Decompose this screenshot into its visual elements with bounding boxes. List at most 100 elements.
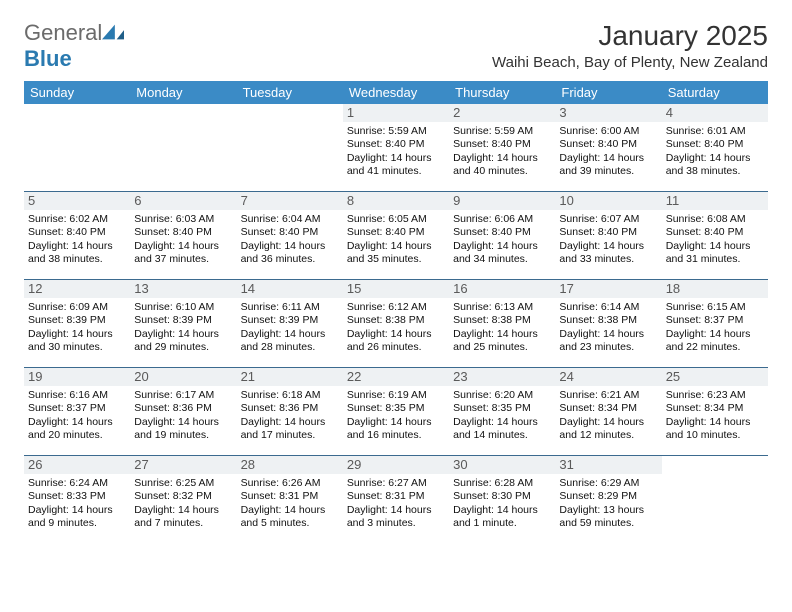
month-title: January 2025 <box>492 20 768 52</box>
daylight-line: Daylight: 14 hours and 3 minutes. <box>347 504 445 530</box>
sunrise-line: Sunrise: 6:10 AM <box>134 301 232 314</box>
calendar-day-cell: 12Sunrise: 6:09 AMSunset: 8:39 PMDayligh… <box>24 280 130 368</box>
calendar-day-cell: 3Sunrise: 6:00 AMSunset: 8:40 PMDaylight… <box>555 104 661 192</box>
sunset-line: Sunset: 8:40 PM <box>347 138 445 151</box>
calendar-day-cell: 25Sunrise: 6:23 AMSunset: 8:34 PMDayligh… <box>662 368 768 456</box>
daylight-line: Daylight: 14 hours and 40 minutes. <box>453 152 551 178</box>
day-number: 25 <box>662 368 768 386</box>
location-subtitle: Waihi Beach, Bay of Plenty, New Zealand <box>492 54 768 71</box>
sunrise-line: Sunrise: 6:00 AM <box>559 125 657 138</box>
sunset-line: Sunset: 8:31 PM <box>241 490 339 503</box>
sunrise-line: Sunrise: 6:21 AM <box>559 389 657 402</box>
calendar-day-cell: 5 Sunrise: 6:02 AMSunset: 8:40 PMDaylight… <box>24 192 130 280</box>
daylight-line: Daylight: 14 hours and 17 minutes. <box>241 416 339 442</box>
daylight-line: Daylight: 14 hours and 38 minutes. <box>28 240 126 266</box>
calendar-day-cell: 23Sunrise: 6:20 AMSunset: 8:35 PMDayligh… <box>449 368 555 456</box>
calendar-weekday-header: SundayMondayTuesdayWednesdayThursdayFrid… <box>24 81 768 104</box>
brand-part2: Blue <box>24 46 72 71</box>
brand-logo: General Blue <box>24 20 124 72</box>
sunrise-line: Sunrise: 6:07 AM <box>559 213 657 226</box>
daylight-line: Daylight: 14 hours and 33 minutes. <box>559 240 657 266</box>
sunrise-line: Sunrise: 6:02 AM <box>28 213 126 226</box>
daylight-line: Daylight: 14 hours and 1 minute. <box>453 504 551 530</box>
calendar-day-cell: 14Sunrise: 6:11 AMSunset: 8:39 PMDayligh… <box>237 280 343 368</box>
day-number: 27 <box>130 456 236 474</box>
calendar-day-cell: 6Sunrise: 6:03 AMSunset: 8:40 PMDaylight… <box>130 192 236 280</box>
day-number: 16 <box>449 280 555 298</box>
sunset-line: Sunset: 8:40 PM <box>453 226 551 239</box>
sunrise-line: Sunrise: 6:05 AM <box>347 213 445 226</box>
sunset-line: Sunset: 8:31 PM <box>347 490 445 503</box>
sunset-line: Sunset: 8:37 PM <box>666 314 764 327</box>
day-number: 20 <box>130 368 236 386</box>
daylight-line: Daylight: 14 hours and 22 minutes. <box>666 328 764 354</box>
daylight-line: Daylight: 13 hours and 59 minutes. <box>559 504 657 530</box>
header-bar: General Blue January 2025 Waihi Beach, B… <box>24 20 768 77</box>
day-number: 15 <box>343 280 449 298</box>
daylight-line: Daylight: 14 hours and 31 minutes. <box>666 240 764 266</box>
calendar-day-cell: 29Sunrise: 6:27 AMSunset: 8:31 PMDayligh… <box>343 456 449 544</box>
sunrise-line: Sunrise: 6:11 AM <box>241 301 339 314</box>
sunrise-line: Sunrise: 6:01 AM <box>666 125 764 138</box>
calendar-day-cell: 4Sunrise: 6:01 AMSunset: 8:40 PMDaylight… <box>662 104 768 192</box>
day-number: 14 <box>237 280 343 298</box>
sunrise-line: Sunrise: 6:09 AM <box>28 301 126 314</box>
calendar-day-cell: 27Sunrise: 6:25 AMSunset: 8:32 PMDayligh… <box>130 456 236 544</box>
sunrise-line: Sunrise: 6:24 AM <box>28 477 126 490</box>
daylight-line: Daylight: 14 hours and 36 minutes. <box>241 240 339 266</box>
sunset-line: Sunset: 8:38 PM <box>347 314 445 327</box>
weekday-header-cell: Monday <box>130 81 236 104</box>
sunrise-line: Sunrise: 6:23 AM <box>666 389 764 402</box>
sunrise-line: Sunrise: 6:20 AM <box>453 389 551 402</box>
calendar-day-cell: 1Sunrise: 5:59 AMSunset: 8:40 PMDaylight… <box>343 104 449 192</box>
calendar-day-cell: 15Sunrise: 6:12 AMSunset: 8:38 PMDayligh… <box>343 280 449 368</box>
day-number: 6 <box>130 192 236 210</box>
daylight-line: Daylight: 14 hours and 12 minutes. <box>559 416 657 442</box>
day-number: 29 <box>343 456 449 474</box>
sunset-line: Sunset: 8:30 PM <box>453 490 551 503</box>
brand-part1: General <box>24 20 102 45</box>
daylight-line: Daylight: 14 hours and 20 minutes. <box>28 416 126 442</box>
day-number: 2 <box>449 104 555 122</box>
daylight-line: Daylight: 14 hours and 19 minutes. <box>134 416 232 442</box>
sunrise-line: Sunrise: 6:18 AM <box>241 389 339 402</box>
daylight-line: Daylight: 14 hours and 35 minutes. <box>347 240 445 266</box>
day-number: 19 <box>24 368 130 386</box>
daylight-line: Daylight: 14 hours and 29 minutes. <box>134 328 232 354</box>
calendar-day-cell: . <box>24 104 130 192</box>
day-number: 22 <box>343 368 449 386</box>
day-number: 10 <box>555 192 661 210</box>
weekday-header-cell: Tuesday <box>237 81 343 104</box>
calendar-day-cell: . <box>237 104 343 192</box>
sunrise-line: Sunrise: 6:17 AM <box>134 389 232 402</box>
daylight-line: Daylight: 14 hours and 7 minutes. <box>134 504 232 530</box>
sunset-line: Sunset: 8:40 PM <box>134 226 232 239</box>
sunset-line: Sunset: 8:40 PM <box>559 226 657 239</box>
daylight-line: Daylight: 14 hours and 37 minutes. <box>134 240 232 266</box>
calendar-day-cell: 31Sunrise: 6:29 AMSunset: 8:29 PMDayligh… <box>555 456 661 544</box>
weekday-header-cell: Friday <box>555 81 661 104</box>
sunset-line: Sunset: 8:35 PM <box>453 402 551 415</box>
day-number: 18 <box>662 280 768 298</box>
calendar-day-cell: 11Sunrise: 6:08 AMSunset: 8:40 PMDayligh… <box>662 192 768 280</box>
daylight-line: Daylight: 14 hours and 28 minutes. <box>241 328 339 354</box>
sunset-line: Sunset: 8:40 PM <box>241 226 339 239</box>
day-number: 11 <box>662 192 768 210</box>
sunrise-line: Sunrise: 5:59 AM <box>347 125 445 138</box>
daylight-line: Daylight: 14 hours and 30 minutes. <box>28 328 126 354</box>
sunrise-line: Sunrise: 6:04 AM <box>241 213 339 226</box>
sunrise-line: Sunrise: 6:13 AM <box>453 301 551 314</box>
weekday-header-cell: Thursday <box>449 81 555 104</box>
day-number: 4 <box>662 104 768 122</box>
calendar-day-cell: 7Sunrise: 6:04 AMSunset: 8:40 PMDaylight… <box>237 192 343 280</box>
daylight-line: Daylight: 14 hours and 25 minutes. <box>453 328 551 354</box>
daylight-line: Daylight: 14 hours and 26 minutes. <box>347 328 445 354</box>
calendar-day-cell: 21Sunrise: 6:18 AMSunset: 8:36 PMDayligh… <box>237 368 343 456</box>
day-number: 5 <box>24 192 130 210</box>
sunset-line: Sunset: 8:39 PM <box>134 314 232 327</box>
calendar-week-row: 12Sunrise: 6:09 AMSunset: 8:39 PMDayligh… <box>24 280 768 368</box>
sunset-line: Sunset: 8:34 PM <box>559 402 657 415</box>
sunset-line: Sunset: 8:40 PM <box>28 226 126 239</box>
day-number: 31 <box>555 456 661 474</box>
sunset-line: Sunset: 8:34 PM <box>666 402 764 415</box>
